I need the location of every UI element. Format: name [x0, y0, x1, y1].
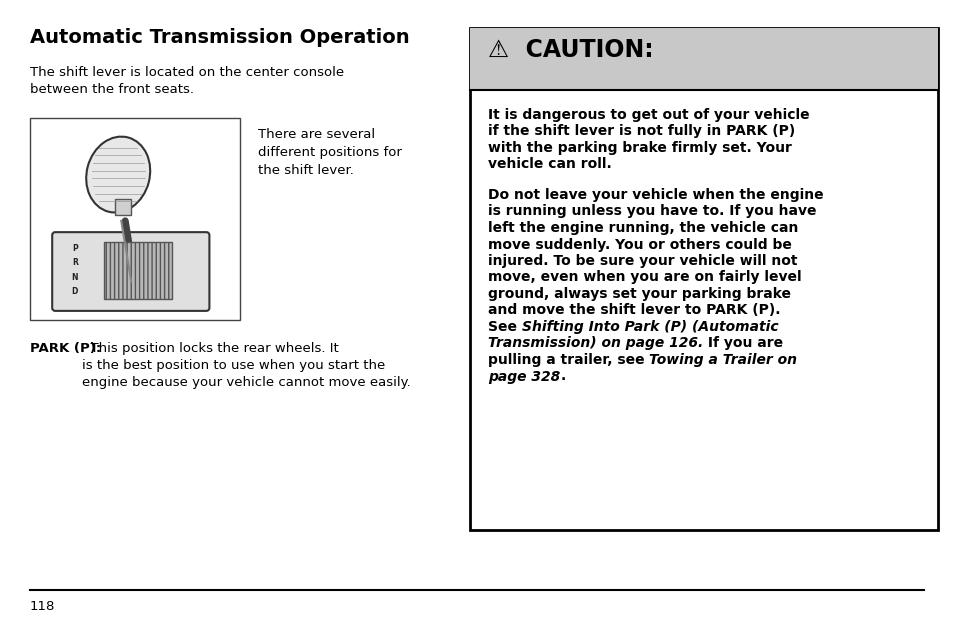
- Text: Towing a Trailer on: Towing a Trailer on: [649, 353, 797, 367]
- Text: pulling a trailer, see: pulling a trailer, see: [488, 353, 649, 367]
- Text: N: N: [71, 273, 78, 282]
- Text: The shift lever is located on the center console
between the front seats.: The shift lever is located on the center…: [30, 66, 344, 96]
- Text: is running unless you have to. If you have: is running unless you have to. If you ha…: [488, 205, 816, 219]
- Text: ⚠  CAUTION:: ⚠ CAUTION:: [488, 38, 653, 62]
- Bar: [104, 242, 172, 299]
- Text: D: D: [71, 287, 78, 296]
- Text: move, even when you are on fairly level: move, even when you are on fairly level: [488, 270, 801, 284]
- Bar: [115, 199, 132, 215]
- Text: injured. To be sure your vehicle will not: injured. To be sure your vehicle will no…: [488, 254, 797, 268]
- Text: vehicle can roll.: vehicle can roll.: [488, 158, 611, 172]
- Text: There are several
different positions for
the shift lever.: There are several different positions fo…: [257, 128, 401, 177]
- Text: Automatic Transmission Operation: Automatic Transmission Operation: [30, 28, 409, 47]
- Text: Shifting Into Park (P) (Automatic: Shifting Into Park (P) (Automatic: [521, 320, 778, 334]
- Bar: [30, 118, 240, 320]
- Ellipse shape: [86, 137, 150, 212]
- Text: It is dangerous to get out of your vehicle: It is dangerous to get out of your vehic…: [488, 108, 809, 122]
- Text: and move the shift lever to PARK (P).: and move the shift lever to PARK (P).: [488, 303, 780, 317]
- Text: if the shift lever is not fully in PARK (P): if the shift lever is not fully in PARK …: [488, 125, 795, 139]
- FancyBboxPatch shape: [52, 232, 209, 311]
- Text: .: .: [559, 370, 565, 384]
- Bar: [470, 28, 937, 530]
- Text: PARK (P):: PARK (P):: [30, 342, 101, 355]
- Text: See: See: [488, 320, 521, 334]
- Text: If you are: If you are: [702, 336, 782, 350]
- Text: R: R: [71, 258, 78, 267]
- Bar: [470, 28, 937, 90]
- Text: Transmission) on page 126.: Transmission) on page 126.: [488, 336, 702, 350]
- Text: 118: 118: [30, 600, 55, 613]
- Text: move suddenly. You or others could be: move suddenly. You or others could be: [488, 237, 791, 251]
- Text: ground, always set your parking brake: ground, always set your parking brake: [488, 287, 790, 301]
- Text: Do not leave your vehicle when the engine: Do not leave your vehicle when the engin…: [488, 188, 822, 202]
- Text: P: P: [71, 244, 77, 252]
- Text: with the parking brake firmly set. Your: with the parking brake firmly set. Your: [488, 141, 791, 155]
- Text: left the engine running, the vehicle can: left the engine running, the vehicle can: [488, 221, 798, 235]
- Text: page 328: page 328: [488, 370, 559, 384]
- Text: This position locks the rear wheels. It
is the best position to use when you sta: This position locks the rear wheels. It …: [82, 342, 411, 389]
